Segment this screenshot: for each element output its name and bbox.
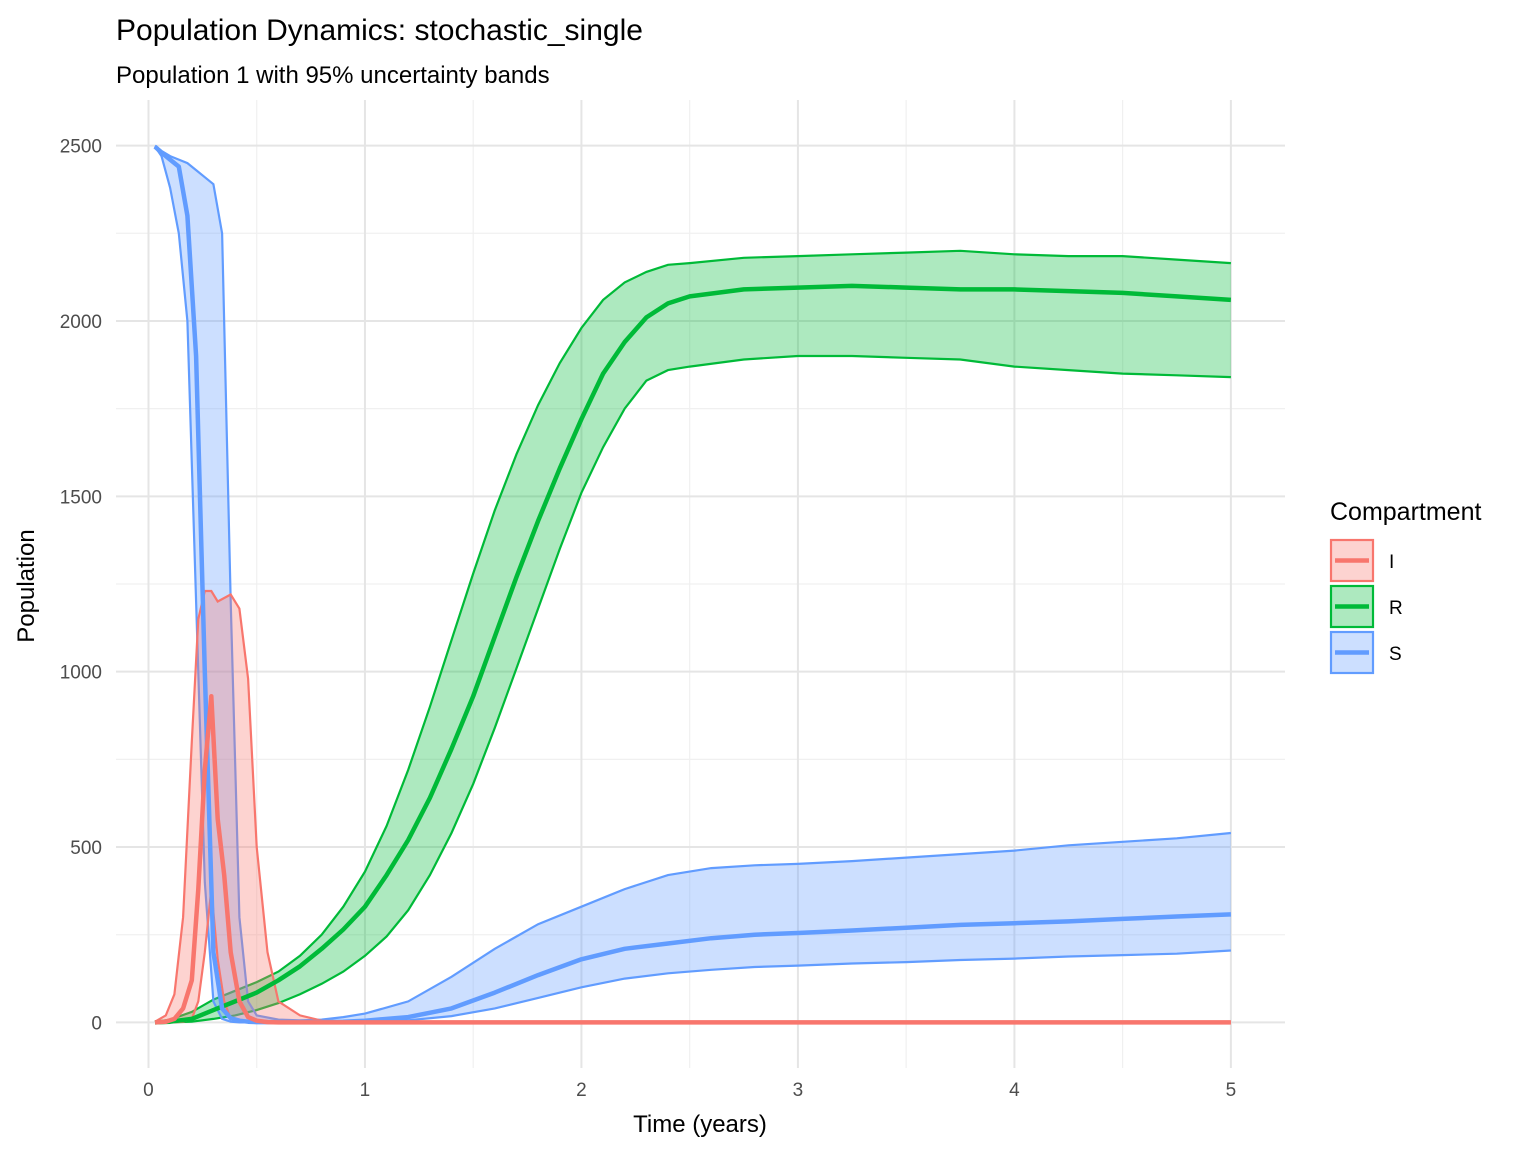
band-upper-R [154,249,1231,1024]
x-tick-label: 2 [576,1080,587,1101]
y-tick-label: 1000 [60,663,102,684]
legend-title: Compartment [1330,498,1481,526]
x-tick-label: 3 [793,1080,804,1101]
x-axis-title: Time (years) [633,1111,767,1138]
legend-item-R: R [1329,584,1403,629]
y-tick-label: 1500 [60,487,102,508]
mean-line-R [154,283,1232,1025]
y-axis-ticks: 0 500 1000 1500 2000 2500 [60,137,102,1035]
mean-line-I [154,693,1231,1025]
x-tick-label: 5 [1226,1080,1237,1101]
y-tick-label: 500 [70,838,102,859]
x-axis-ticks: 0 1 2 3 4 5 [143,1080,1236,1101]
y-axis-title: Population [13,529,40,642]
band-I [155,591,1231,1023]
band-lower-R [155,354,1231,1024]
x-tick-label: 0 [143,1080,154,1101]
legend-label: I [1389,552,1394,573]
legend-label: R [1389,598,1403,619]
chart-subtitle: Population 1 with 95% uncertainty bands [116,62,550,89]
y-tick-label: 2500 [60,137,102,158]
y-tick-label: 2000 [60,312,102,333]
legend-item-I: I [1329,538,1394,583]
band-S [155,145,1231,1023]
mean-lines [153,144,1232,1025]
band-upper-S [154,144,1232,1022]
band-R [155,250,1231,1023]
chart-title: Population Dynamics: stochastic_single [116,14,643,47]
legend: Compartment I R S [1329,498,1481,675]
mean-line-S [153,144,1231,1025]
x-tick-label: 4 [1009,1080,1020,1101]
legend-item-S: S [1329,630,1402,675]
y-tick-label: 0 [91,1013,102,1034]
x-tick-label: 1 [360,1080,371,1101]
legend-label: S [1389,644,1402,665]
